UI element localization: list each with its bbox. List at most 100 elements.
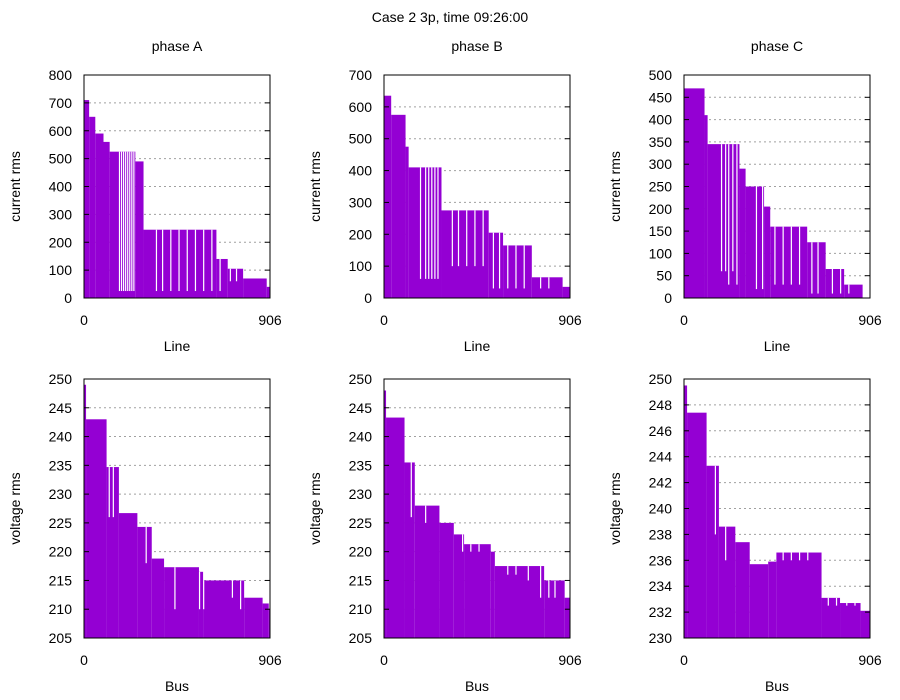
x-tick-label: 906 bbox=[558, 652, 582, 668]
y-tick-label: 50 bbox=[656, 268, 672, 284]
bar-gap bbox=[118, 151, 121, 292]
bar-step bbox=[745, 186, 765, 298]
bar-step bbox=[391, 114, 406, 298]
bar-gap bbox=[120, 151, 123, 292]
y-tick-label: 450 bbox=[649, 89, 673, 105]
bar-step bbox=[262, 603, 269, 638]
bar-gap bbox=[431, 167, 433, 279]
bar-gap bbox=[194, 229, 197, 292]
bar-gap bbox=[728, 144, 730, 285]
y-tick-label: 244 bbox=[649, 449, 673, 465]
y-tick-label: 800 bbox=[49, 67, 73, 83]
y-tick-label: 600 bbox=[349, 99, 373, 115]
y-tick-label: 400 bbox=[649, 112, 673, 128]
y-axis-label: current rms bbox=[7, 151, 23, 222]
bar-gap bbox=[112, 467, 114, 518]
bar-gap bbox=[782, 226, 784, 285]
bar-gap bbox=[835, 597, 838, 606]
bar-gap bbox=[790, 226, 792, 285]
bar-gap bbox=[474, 210, 476, 267]
bar-gap bbox=[123, 151, 125, 292]
bar-step bbox=[106, 467, 119, 638]
bar-step bbox=[776, 552, 822, 638]
y-tick-label: 215 bbox=[349, 572, 373, 588]
bar-gap bbox=[720, 144, 723, 272]
bar-gap bbox=[425, 505, 427, 523]
bar-gap bbox=[774, 226, 776, 285]
x-tick-label: 906 bbox=[858, 312, 882, 328]
bar-gap bbox=[170, 229, 172, 292]
bar-step bbox=[453, 534, 465, 638]
bar-gap bbox=[437, 167, 439, 279]
y-axis-label: current rms bbox=[307, 151, 323, 222]
bar-step bbox=[860, 610, 870, 638]
y-tick-label: 300 bbox=[649, 156, 673, 172]
bar-step bbox=[687, 412, 707, 638]
y-tick-label: 242 bbox=[649, 475, 673, 491]
bar-step bbox=[203, 580, 245, 638]
bar-step bbox=[439, 522, 454, 638]
bar-gap bbox=[782, 552, 784, 561]
plot-frame bbox=[383, 74, 571, 299]
y-tick-label: 250 bbox=[649, 371, 673, 387]
chart-panel-6: 230 232 234 236 238 240 242 244 246 248 250 0 906 Bus… bbox=[607, 371, 882, 694]
y-tick-label: 210 bbox=[49, 601, 73, 617]
bar-gap bbox=[827, 597, 829, 606]
bar-gap bbox=[515, 566, 517, 575]
y-tick-label: 100 bbox=[349, 258, 373, 274]
bar-step bbox=[564, 597, 570, 638]
x-axis-label: Bus bbox=[765, 678, 789, 694]
bar-gap bbox=[155, 229, 158, 292]
panel-title: phase B bbox=[451, 38, 502, 54]
bar-gap bbox=[466, 210, 468, 267]
y-axis-label: current rms bbox=[607, 151, 623, 222]
bar-gap bbox=[755, 186, 758, 290]
y-tick-label: 245 bbox=[49, 400, 73, 416]
bar-gap bbox=[178, 229, 180, 292]
x-tick-label: 906 bbox=[558, 312, 582, 328]
chart-panel-3: 0 50 100 150 200 250 300 350 400 450 500 0 906 phase … bbox=[607, 38, 882, 354]
y-axis-label: voltage rms bbox=[307, 472, 323, 544]
y-tick-label: 225 bbox=[349, 515, 373, 531]
y-tick-label: 238 bbox=[649, 526, 673, 542]
x-axis-label: Bus bbox=[165, 678, 189, 694]
bar-step bbox=[268, 609, 270, 638]
bar-step bbox=[386, 417, 405, 638]
bar-step bbox=[821, 597, 841, 638]
bar-gap bbox=[108, 467, 110, 518]
y-tick-label: 225 bbox=[49, 515, 73, 531]
y-tick-label: 400 bbox=[349, 163, 373, 179]
bar-gap bbox=[515, 245, 517, 289]
bar-step bbox=[84, 100, 90, 299]
plot-frame bbox=[83, 378, 271, 639]
bar-gap bbox=[523, 245, 525, 289]
bar-step bbox=[840, 603, 861, 638]
y-tick-label: 234 bbox=[649, 578, 673, 594]
bar-gap bbox=[419, 167, 422, 279]
bar-step bbox=[807, 242, 826, 298]
y-tick-label: 235 bbox=[49, 457, 73, 473]
y-tick-label: 0 bbox=[664, 290, 672, 306]
bar-step bbox=[244, 597, 263, 638]
y-tick-label: 205 bbox=[49, 630, 73, 646]
bar-step bbox=[441, 210, 489, 298]
bar-gap bbox=[498, 232, 501, 289]
bar-gap bbox=[235, 268, 238, 282]
bar-step bbox=[198, 571, 204, 638]
bar-step bbox=[266, 286, 270, 298]
bar-step bbox=[739, 168, 746, 298]
y-tick-label: 200 bbox=[349, 226, 373, 242]
y-tick-label: 600 bbox=[49, 123, 73, 139]
chart-panel-2: 0 100 200 300 400 500 600 700 0 906 phase B Line cur… bbox=[307, 38, 582, 354]
bar-step bbox=[95, 133, 104, 298]
bar-gap bbox=[211, 229, 213, 292]
bar-gap bbox=[131, 151, 133, 292]
bar-gap bbox=[186, 229, 188, 292]
bar-step bbox=[488, 232, 504, 298]
chart-panel-1: 0 100 200 300 400 500 600 700 800 0 906 phase A Line… bbox=[7, 38, 282, 354]
bar-step bbox=[404, 462, 415, 638]
bar-gap bbox=[434, 167, 436, 279]
y-tick-label: 200 bbox=[649, 201, 673, 217]
bar-gap bbox=[457, 210, 460, 267]
